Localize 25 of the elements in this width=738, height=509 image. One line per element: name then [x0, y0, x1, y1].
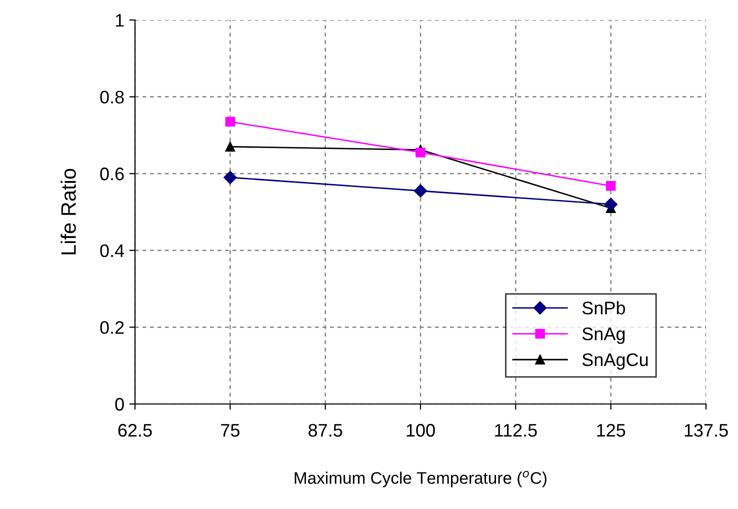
- point: [225, 142, 236, 152]
- point: [416, 148, 426, 158]
- point: [606, 181, 616, 191]
- legend-label: SnAg: [582, 327, 625, 344]
- x-tick-label: 125: [597, 424, 626, 437]
- y-tick-label: 0.8: [100, 90, 124, 104]
- y-tick-label: 0: [115, 398, 124, 411]
- x-tick-label: 62.5: [118, 424, 152, 437]
- x-tick-label: 100: [406, 424, 435, 437]
- point: [224, 170, 237, 184]
- legend-label: SnPb: [582, 301, 626, 314]
- point: [414, 184, 428, 198]
- x-tick-label: 75: [221, 424, 240, 437]
- y-tick-label: 1: [116, 14, 124, 27]
- y-tick-label: 0.4: [100, 244, 124, 258]
- y-axis-title: Life Ratio: [60, 168, 76, 254]
- x-tick-label: 112.5: [495, 424, 537, 437]
- point: [225, 116, 236, 127]
- y-tick-label: 0.6: [100, 168, 124, 180]
- legend-label: SnAgCu: [582, 353, 648, 370]
- x-axis-title: Maximum Cycle Temperature ($^{o}$C): [294, 470, 546, 488]
- point: [604, 198, 618, 211]
- x-tick-label: 87.5: [308, 424, 342, 437]
- y-tick-label: 0.2: [100, 321, 124, 334]
- x-tick-label: 137.5: [684, 424, 728, 437]
